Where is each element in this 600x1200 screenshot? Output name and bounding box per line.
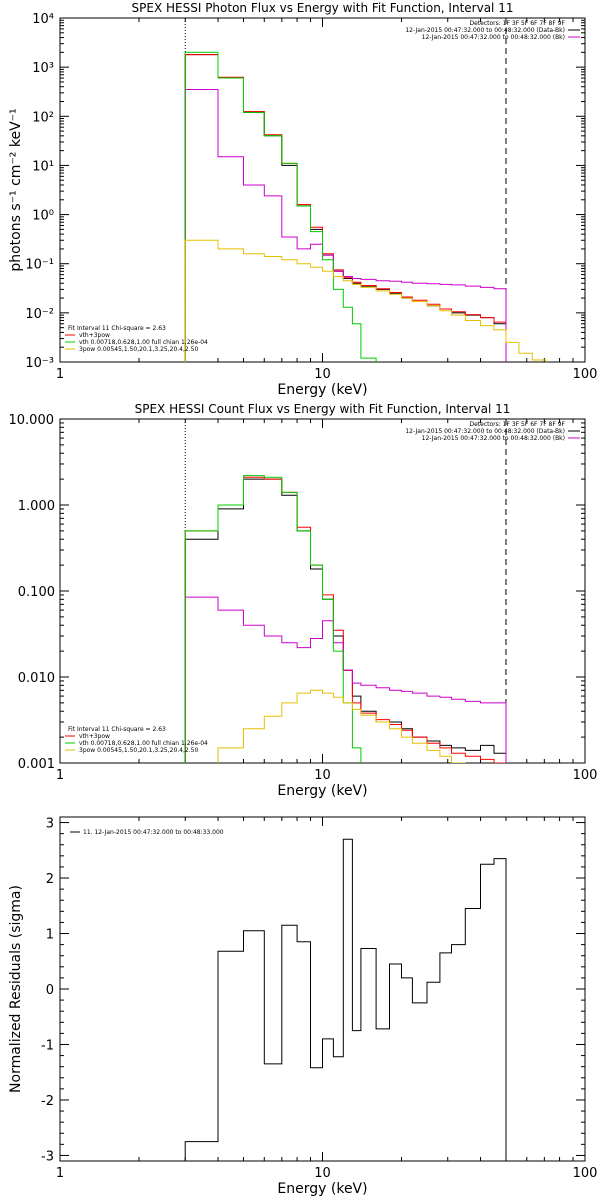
x-tick-label: 1 [56,367,64,382]
y-tick-label: -2 [41,1094,54,1109]
chart-title: SPEX HESSI Photon Flux vs Energy with Fi… [132,1,514,15]
y-tick-label: 10.000 [9,413,55,428]
y-tick-label: 1 [46,928,54,943]
y-tick-label: 2 [46,872,54,887]
y-tick-label: 0.010 [18,671,55,686]
series-group [184,838,507,1161]
legend-entry: vth+3pow [79,332,110,339]
x-tick-label: 100 [573,1166,598,1181]
legend-entry: vth 0.00718,0.628,1.00 full chian 1.26e-… [79,740,208,747]
y-tick-label: 1.000 [18,499,55,514]
y-tick-label: 10⁻³ [25,356,54,371]
legend-entry: 12-Jan-2015 00:47:32.000 to 00:48:32.000… [422,34,565,41]
x-tick-label: 100 [573,367,598,382]
series-black-line [184,54,507,362]
y-tick-label: 0.100 [18,585,55,600]
y-tick-label: 3 [46,817,54,832]
x-axis-label: Energy (keV) [277,382,367,398]
y-tick-label: 0.001 [18,757,55,772]
legend-entry: 12-Jan-2015 00:47:32.000 to 00:48:32.000… [405,428,565,435]
y-tick-label: 10¹ [32,159,54,174]
legend-entry: vth 0.00718,0.628,1.00 full chian 1.26e-… [79,339,208,346]
series-magenta-line [184,596,507,763]
x-tick-label: 100 [573,768,598,783]
legend-entry: Fit Interval 11 Chi-square = 2.63 [68,325,166,332]
chart-title: SPEX HESSI Count Flux vs Energy with Fit… [135,402,511,416]
series-black-line [184,478,507,763]
y-tick-label: -3 [41,1149,54,1164]
series-yellow-line [184,239,547,362]
legend-entry: 12-Jan-2015 00:47:32.000 to 00:48:32.000… [422,435,565,442]
y-axis-label: Normalized Residuals (sigma) [8,885,24,1093]
legend-entry: 3pow 0.00545,1.50,20.1,3.25,20.4,2.50 [79,346,198,353]
legend-entry: 3pow 0.00545,1.50,20.1,3.25,20.4,2.50 [79,747,198,754]
chart-panel-2: 1 10 100 0.001 0.010 0.100 1.000 10.000 SPEX HES… [9,402,598,799]
x-tick-label: 10 [314,1166,331,1181]
legend-entry: Detectors: 1F 3F 5F 6F 7F 8F 9F [469,421,565,428]
series-group [184,51,547,362]
x-tick-label: 1 [56,768,64,783]
y-tick-label: 0 [46,983,54,998]
y-tick-label: 10³ [32,61,54,76]
series-group [184,475,507,763]
legend-entry: 11. 12-Jan-2015 00:47:32.000 to 00:48:33… [83,829,224,836]
chart-panel-1: 1 10 100 10⁻³ 10⁻² 10⁻¹ 10⁰ 10¹ 10² 10³ 10⁴ SPEX HE… [8,1,598,398]
series-red-line [184,54,507,362]
x-axis-label: Energy (keV) [277,783,367,799]
series-yellow-line [217,689,466,763]
chart-panel-3: 1 10 100 -3 -2 -1 0 1 2 3 Energy (keV) Normalized R… [8,816,598,1197]
series-green-line [184,475,362,763]
y-tick-label: 10⁻¹ [25,258,54,273]
series-magenta-line [184,89,507,362]
x-tick-label: 1 [56,1166,64,1181]
legend-entry: Fit Interval 11 Chi-square = 2.63 [68,726,166,733]
y-tick-label: 10⁻² [25,307,54,322]
y-axis-label: photons s⁻¹ cm⁻² keV⁻¹ [8,108,24,271]
y-tick-label: 10⁰ [32,209,54,224]
x-tick-label: 10 [314,768,331,783]
series-red-line [184,476,507,763]
y-tick-label: -1 [41,1038,54,1053]
legend-entry: 12-Jan-2015 00:47:32.000 to 00:48:32.000… [405,27,565,34]
legend-entry: vth+3pow [79,733,110,740]
series-black-line [184,838,507,1161]
legend-entry: Detectors: 1F 3F 5F 6F 7F 8F 9F [469,20,565,27]
y-tick-label: 10⁴ [32,12,54,27]
series-green-line [184,51,377,362]
y-tick-label: 10² [32,110,54,125]
x-tick-label: 10 [314,367,331,382]
x-axis-label: Energy (keV) [277,1181,367,1197]
